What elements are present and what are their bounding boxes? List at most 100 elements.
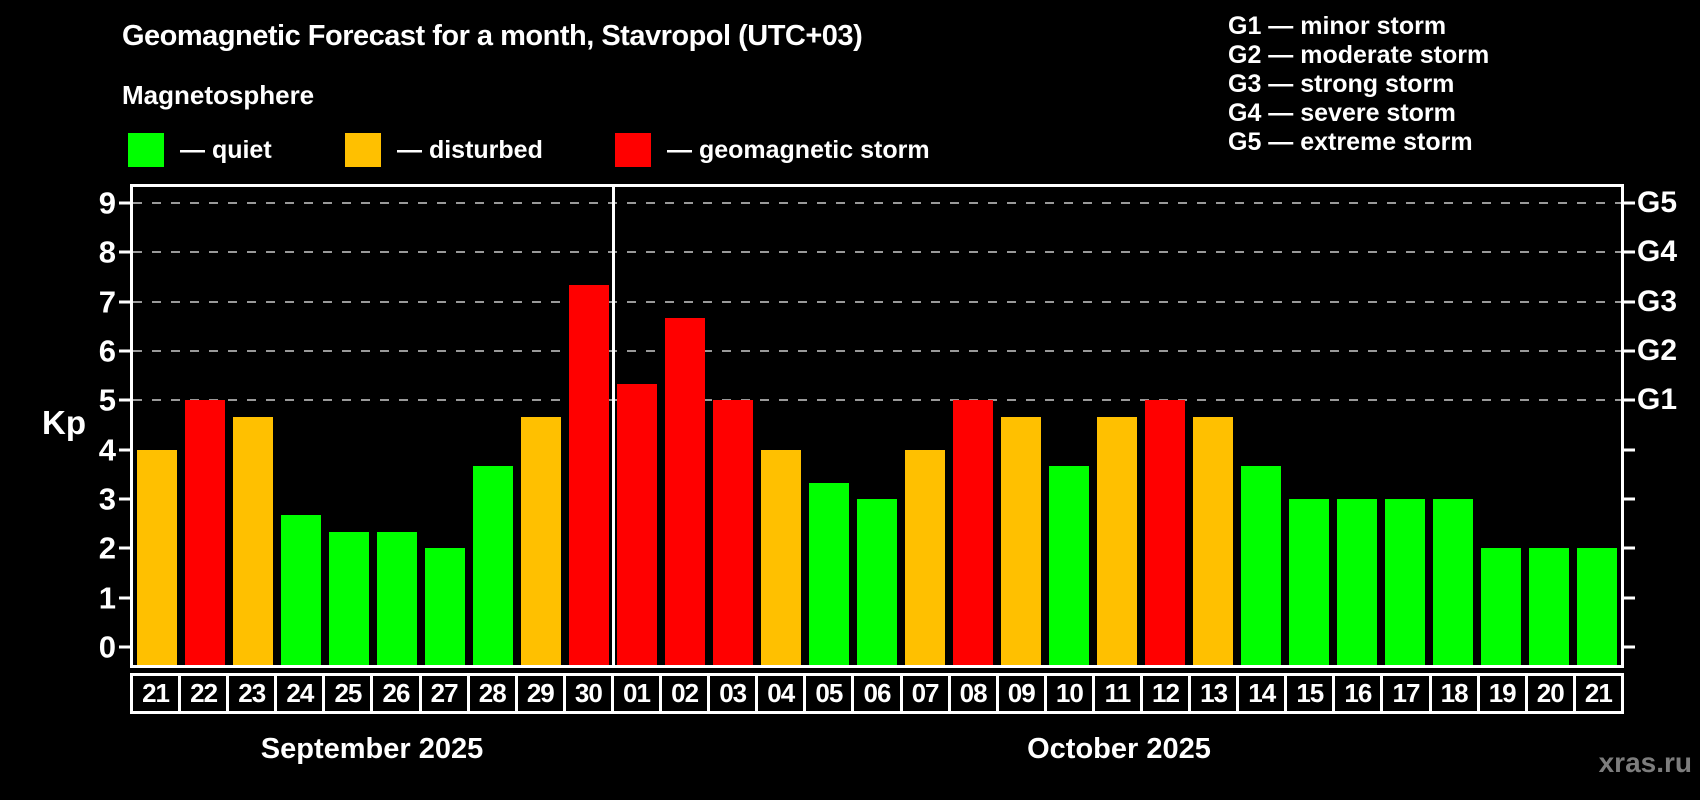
date-cell-oct-08: 08 — [947, 673, 999, 714]
y-tick-9 — [119, 201, 130, 205]
kp-bar-sep-25 — [329, 532, 369, 665]
y-axis-title: Kp — [42, 404, 86, 441]
gridline-kp7 — [133, 300, 1621, 303]
kp-bar-oct-15 — [1289, 499, 1329, 665]
month-label-september: September 2025 — [260, 733, 484, 765]
kp-bar-oct-19 — [1481, 548, 1521, 665]
page-title: Geomagnetic Forecast for a month, Stavro… — [122, 20, 863, 52]
gridline-kp9 — [133, 201, 1621, 204]
y-tick-7 — [119, 300, 130, 304]
date-cell-oct-12: 12 — [1139, 673, 1192, 714]
date-cell-oct-09: 09 — [995, 673, 1047, 714]
right-tick-1 — [1624, 596, 1635, 600]
y-tick-label-8: 8 — [98, 234, 116, 270]
y-tick-label-9: 9 — [98, 185, 116, 221]
kp-bar-oct-06 — [857, 499, 897, 665]
month-separator-line — [611, 187, 615, 665]
date-cell-oct-07: 07 — [899, 673, 951, 714]
date-cell-oct-02: 02 — [659, 673, 711, 714]
date-cell-oct-06: 06 — [851, 673, 903, 714]
date-cell-oct-01: 01 — [610, 673, 663, 714]
plot-area: 0 1 2 3 4 5 6 7 8 9 G1 G2 G3 G4 G5 — [99, 187, 1677, 665]
quiet-swatch — [128, 133, 164, 167]
kp-bar-oct-04 — [761, 449, 801, 665]
right-tick-4 — [1624, 448, 1635, 452]
date-cell-oct-05: 05 — [803, 673, 855, 714]
y-tick-label-5: 5 — [98, 382, 116, 418]
kp-bar-oct-14 — [1241, 465, 1281, 665]
date-cell-oct-04: 04 — [755, 673, 807, 714]
y-tick-label-4: 4 — [98, 432, 116, 468]
g4-legend-line: G4 — severe storm — [1228, 99, 1456, 127]
gridline-kp5 — [133, 399, 1621, 402]
gridline-kp8 — [133, 251, 1621, 254]
kp-bar-oct-01 — [617, 384, 657, 665]
g-scale-legend: G1 — minor storm G2 — moderate storm G3 … — [1228, 12, 1489, 157]
date-cell-oct-15: 15 — [1284, 673, 1336, 714]
right-tick-9 — [1624, 201, 1635, 205]
y-tick-label-7: 7 — [98, 284, 116, 320]
kp-bar-sep-24 — [281, 515, 321, 665]
kp-bar-oct-17 — [1385, 499, 1425, 665]
date-cell-oct-20: 20 — [1524, 673, 1576, 714]
y-tick-8 — [119, 250, 130, 254]
legend-quiet-label: — quiet — [180, 135, 272, 164]
date-cell-oct-16: 16 — [1332, 673, 1384, 714]
g-level-label-g1: G1 — [1637, 383, 1678, 417]
date-cell-sep-22: 22 — [178, 673, 230, 714]
kp-bar-oct-05 — [809, 482, 849, 665]
y-tick-label-0: 0 — [98, 629, 116, 665]
g-level-label-g2: G2 — [1637, 333, 1678, 367]
kp-bar-sep-29 — [521, 416, 561, 665]
kp-bar-sep-23 — [233, 416, 273, 665]
date-cell-sep-26: 26 — [370, 673, 422, 714]
kp-bar-sep-28 — [473, 465, 513, 665]
kp-bar-oct-21 — [1577, 548, 1617, 665]
kp-bar-oct-09 — [1001, 416, 1041, 665]
watermark: xras.ru — [1598, 747, 1692, 778]
g-level-label-g4: G4 — [1637, 235, 1678, 269]
date-cell-sep-27: 27 — [418, 673, 470, 714]
legend-disturbed-label: — disturbed — [397, 135, 543, 164]
date-axis: 21 22 23 24 25 26 27 28 29 30 01 02 03 04 05 06 07 08 09 10… — [130, 673, 1624, 714]
kp-bar-oct-11 — [1097, 416, 1137, 665]
date-cell-sep-23: 23 — [226, 673, 278, 714]
legend-item-storm: — geomagnetic storm — [615, 132, 930, 168]
date-cell-oct-03: 03 — [707, 673, 759, 714]
y-tick-5 — [119, 398, 130, 402]
g5-legend-line: G5 — extreme storm — [1228, 128, 1473, 156]
date-cell-sep-24: 24 — [274, 673, 326, 714]
y-tick-label-1: 1 — [98, 580, 116, 616]
kp-bar-oct-18 — [1433, 499, 1473, 665]
date-cell-oct-11: 11 — [1091, 673, 1143, 714]
y-tick-1 — [119, 596, 130, 600]
disturbed-swatch — [345, 133, 381, 167]
date-cell-sep-29: 29 — [514, 673, 566, 714]
month-label-october: October 2025 — [1027, 733, 1211, 765]
legend-item-quiet: — quiet — [128, 132, 272, 168]
date-cell-oct-19: 19 — [1476, 673, 1528, 714]
date-cell-oct-13: 13 — [1188, 673, 1240, 714]
kp-bar-oct-13 — [1193, 416, 1233, 665]
gridline-kp6 — [133, 349, 1621, 352]
kp-bar-oct-12 — [1145, 400, 1185, 665]
date-cell-oct-18: 18 — [1428, 673, 1480, 714]
kp-bar-oct-03 — [713, 400, 753, 665]
legend-item-disturbed: — disturbed — [345, 132, 543, 168]
y-tick-label-6: 6 — [98, 333, 116, 369]
legend-storm-label: — geomagnetic storm — [667, 135, 930, 164]
right-tick-2 — [1624, 546, 1635, 550]
y-tick-0 — [119, 645, 130, 649]
kp-bar-oct-07 — [905, 449, 945, 665]
g3-legend-line: G3 — strong storm — [1228, 70, 1455, 98]
right-tick-7 — [1624, 300, 1635, 304]
date-cell-sep-21: 21 — [130, 673, 182, 714]
storm-swatch — [615, 133, 651, 167]
kp-bar-oct-10 — [1049, 465, 1089, 665]
kp-bar-oct-02 — [665, 317, 705, 665]
kp-bar-sep-30 — [569, 285, 609, 665]
date-cell-oct-14: 14 — [1236, 673, 1288, 714]
y-tick-6 — [119, 349, 130, 353]
date-cell-oct-10: 10 — [1043, 673, 1095, 714]
date-cell-oct-17: 17 — [1380, 673, 1432, 714]
